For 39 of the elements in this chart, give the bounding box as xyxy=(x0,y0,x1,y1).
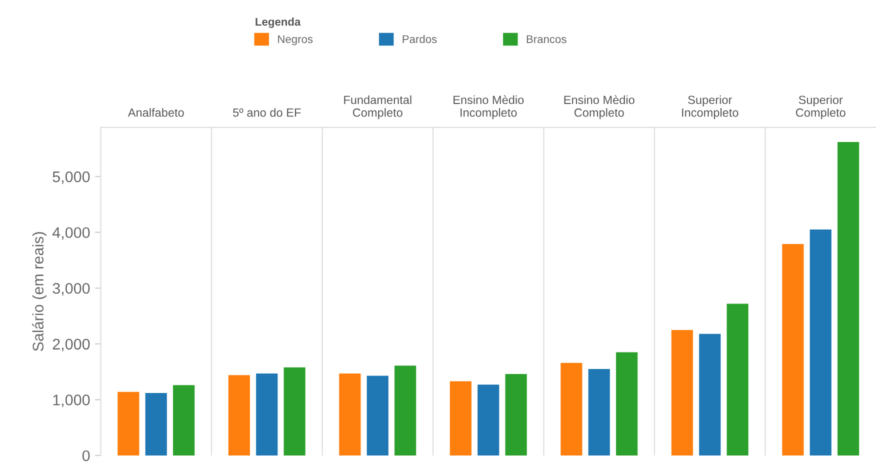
bar xyxy=(145,392,167,456)
y-tick-label: 5,000 xyxy=(52,171,90,184)
bar xyxy=(588,369,610,456)
bar xyxy=(173,385,195,456)
legend-title: Legenda xyxy=(256,18,301,28)
bar xyxy=(284,367,306,456)
legend-label: Pardos xyxy=(402,34,437,44)
x-tick-label: Analfabeto xyxy=(128,108,184,117)
bar xyxy=(394,366,416,456)
bar xyxy=(118,392,140,456)
legend-label: Negros xyxy=(278,35,313,46)
bar xyxy=(366,376,388,456)
legend-label: Brancos xyxy=(526,35,566,44)
y-tick-label: 1,000 xyxy=(53,394,90,408)
x-tick-label: 5º ano do EF xyxy=(233,108,301,117)
y-axis-title: Salário (em reais) xyxy=(32,232,47,352)
bar xyxy=(726,304,748,456)
bar xyxy=(671,330,693,456)
bar xyxy=(505,374,527,456)
bar xyxy=(256,373,278,456)
bar xyxy=(699,334,721,456)
x-tick-label: Fundamental Completo xyxy=(344,95,412,120)
bar xyxy=(228,375,250,456)
bar xyxy=(560,362,582,456)
y-tick-label: 2,000 xyxy=(52,338,90,352)
y-tick-label: 4,000 xyxy=(52,227,90,240)
bar xyxy=(838,142,860,456)
x-tick-label: Ensino Mèdio Incompleto xyxy=(454,95,524,120)
bar xyxy=(782,244,804,456)
bar xyxy=(616,352,638,456)
y-tick-label: 0 xyxy=(82,450,90,462)
y-tick-label: 3,000 xyxy=(52,282,90,296)
x-tick-label: Superior Completo xyxy=(796,95,846,120)
bar xyxy=(339,373,361,456)
bar xyxy=(810,230,832,456)
bar xyxy=(478,384,500,456)
x-tick-label: Ensino Mèdio Completo xyxy=(564,95,634,120)
x-tick-label: Superior Incompleto xyxy=(682,95,738,120)
bar xyxy=(450,381,472,456)
